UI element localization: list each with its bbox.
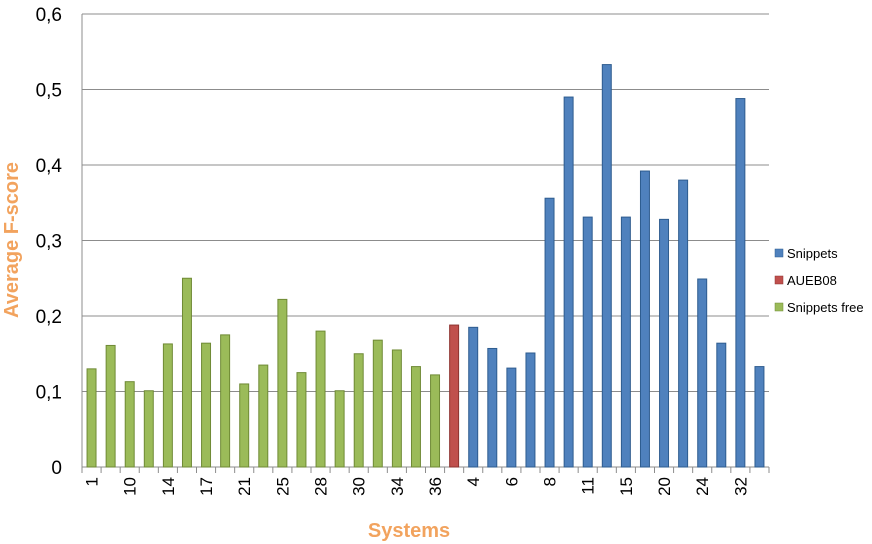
bar-snippets (697, 278, 708, 468)
x-tick-label: 17 (197, 477, 216, 496)
x-axis-title: Systems (368, 520, 450, 542)
x-tick-label: 34 (388, 477, 407, 496)
bar-snippets (601, 64, 612, 468)
bar-snippets (639, 170, 650, 468)
x-tick-label: 1 (83, 477, 102, 486)
legend-label: Snippets free (787, 300, 864, 315)
bar-snippets (544, 197, 555, 468)
x-tick-label: 6 (502, 477, 521, 486)
bar-snippets-free (239, 383, 250, 468)
bar-snippets-free (334, 390, 345, 468)
bar-snippets-free (143, 390, 154, 468)
bar-snippets-free (372, 339, 383, 468)
legend-swatch (774, 248, 784, 258)
bar-snippets-free (105, 344, 116, 468)
legend-swatch (774, 302, 784, 312)
y-tick-label: 0,6 (36, 5, 62, 26)
x-tick-label: 20 (655, 477, 674, 496)
x-tick-label: 15 (617, 477, 636, 496)
bar-snippets-free (124, 381, 135, 468)
legend: Snippets AUEB08 Snippets free (774, 246, 864, 315)
y-tick-label: 0,1 (36, 383, 62, 404)
y-tick-label: 0,3 (36, 232, 62, 253)
bar-snippets (525, 352, 536, 468)
y-tick-label: 0,2 (36, 307, 62, 328)
bar-snippets (468, 326, 479, 468)
bar-snippets-free (315, 330, 326, 468)
bar-snippets-free (258, 364, 269, 468)
bar-snippets-free (410, 366, 421, 468)
bar-snippets-free (391, 349, 402, 468)
bar-snippets (582, 216, 593, 468)
x-tick-label: 25 (273, 477, 292, 496)
bar-snippets-free (162, 343, 173, 468)
bar-aueb08 (449, 324, 460, 468)
x-tick-label: 36 (426, 477, 445, 496)
bar-snippets-free (296, 372, 307, 468)
y-tick-labels: 0 0,1 0,2 0,3 0,4 0,5 0,6 (36, 5, 63, 479)
axes (81, 14, 770, 473)
bar-snippets (506, 367, 517, 468)
x-tick-label: 11 (579, 477, 598, 495)
bar-snippets-free (430, 374, 441, 468)
y-axis-title: Average F-score (1, 162, 23, 318)
x-tick-label: 21 (235, 477, 254, 496)
bar-snippets (620, 216, 631, 468)
bar-snippets-free (220, 334, 231, 468)
bar-snippets (678, 179, 689, 468)
bar-snippets (754, 366, 765, 468)
bar-snippets (735, 98, 746, 468)
bars (86, 64, 765, 468)
x-tick-label: 24 (693, 477, 712, 496)
bar-snippets (716, 342, 727, 468)
y-tick-label: 0,4 (36, 156, 63, 177)
legend-label: Snippets (787, 246, 838, 261)
legend-label: AUEB08 (787, 273, 837, 288)
y-tick-label: 0 (51, 458, 62, 479)
bar-snippets-free (181, 277, 192, 468)
bar-snippets (487, 347, 498, 468)
gridlines (82, 13, 769, 392)
x-tick-label: 4 (464, 477, 483, 486)
bar-snippets (659, 218, 670, 468)
bar-snippets-free (86, 368, 97, 468)
legend-swatch (774, 275, 784, 285)
y-tick-label: 0,5 (36, 81, 62, 102)
bar-snippets-free (277, 298, 288, 468)
x-tick-label: 8 (541, 477, 560, 486)
x-tick-label: 10 (121, 477, 140, 496)
x-tick-label: 14 (159, 477, 178, 496)
x-tick-label: 32 (731, 477, 750, 496)
x-tick-label: 30 (350, 477, 369, 496)
x-tick-label: 28 (312, 477, 331, 496)
x-tick-labels: 1 10 14 17 21 25 28 30 34 36 4 6 8 11 15 20 24 32 (83, 477, 751, 496)
bar-snippets-free (353, 353, 364, 468)
bar-snippets-free (201, 342, 212, 468)
bar-snippets (563, 96, 574, 468)
